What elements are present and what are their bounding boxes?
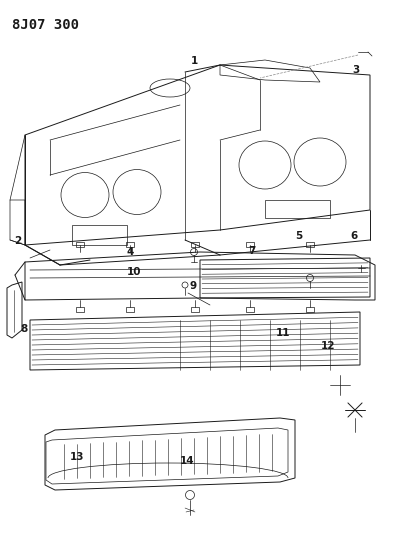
Bar bbox=[76, 242, 84, 247]
Bar bbox=[126, 242, 134, 247]
Bar bbox=[246, 242, 254, 247]
Text: 8J07 300: 8J07 300 bbox=[12, 18, 79, 32]
Text: 12: 12 bbox=[321, 342, 335, 351]
Text: 4: 4 bbox=[126, 247, 133, 256]
Bar bbox=[191, 307, 199, 312]
Text: 9: 9 bbox=[189, 281, 196, 291]
Bar bbox=[76, 307, 84, 312]
Text: 13: 13 bbox=[70, 453, 84, 462]
Text: 14: 14 bbox=[179, 456, 194, 466]
Text: 7: 7 bbox=[248, 246, 255, 255]
Text: 10: 10 bbox=[127, 267, 141, 277]
Text: 5: 5 bbox=[295, 231, 302, 241]
Text: 8: 8 bbox=[21, 324, 28, 334]
Text: 6: 6 bbox=[350, 231, 357, 241]
Bar bbox=[306, 242, 314, 247]
Text: 11: 11 bbox=[276, 328, 290, 338]
Bar bbox=[191, 242, 199, 247]
Bar bbox=[246, 307, 254, 312]
Text: 2: 2 bbox=[14, 236, 21, 246]
Text: 1: 1 bbox=[191, 56, 198, 66]
Text: 3: 3 bbox=[352, 66, 359, 75]
Bar bbox=[72, 225, 127, 245]
Bar bbox=[126, 307, 134, 312]
Bar bbox=[265, 200, 330, 218]
Bar bbox=[306, 307, 314, 312]
